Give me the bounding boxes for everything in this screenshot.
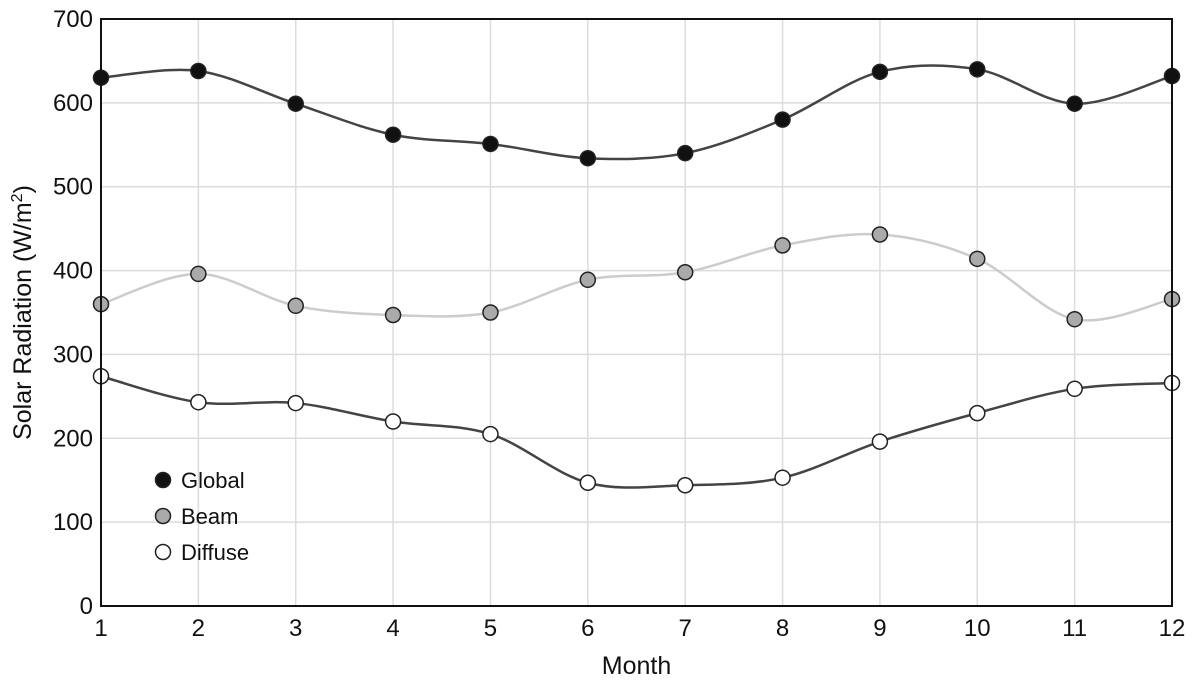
legend-label-diffuse: Diffuse [181,540,249,565]
data-point-beam [774,237,791,254]
data-point-beam [676,263,694,281]
data-point-diffuse [190,393,207,411]
legend-marker-global [154,471,172,489]
x-tick-label: 8 [776,615,789,642]
data-point-diffuse [579,474,597,491]
data-point-diffuse [871,433,889,450]
y-tick-label: 100 [53,509,93,536]
y-axis-label-close: ) [9,185,37,193]
y-tick-label: 500 [53,174,93,201]
x-tick-label: 9 [873,615,886,642]
data-point-global [774,111,791,128]
x-tick-label: 12 [1159,615,1186,642]
series-markers [92,61,1181,494]
y-axis-label-main: Solar Radiation (W/m [9,202,37,440]
legend-marker-diffuse [154,543,172,561]
y-axis-label-superscript: 2 [9,193,26,202]
legend: Global Beam Diffuse [154,468,249,565]
x-axis-ticks: 1 2 3 4 5 6 7 8 9 10 11 12 [94,615,1185,642]
data-point-beam [871,226,889,243]
data-point-beam [482,304,499,321]
y-axis-ticks: 0 100 200 300 400 500 600 700 [53,6,93,620]
data-point-beam [1066,310,1083,328]
series-line-beam [100,232,1173,322]
data-point-global [579,149,597,167]
y-tick-label: 200 [53,425,93,452]
x-tick-label: 11 [1062,615,1087,642]
x-tick-label: 10 [964,615,991,642]
data-point-beam [969,250,986,268]
data-point-diffuse [482,425,499,443]
legend-marker-beam [154,507,172,525]
data-point-diffuse [774,469,791,486]
data-point-global [676,144,694,162]
data-point-global [871,63,889,81]
series-lines [100,64,1173,489]
data-point-global [384,126,402,143]
y-axis-label: Solar Radiation (W/m2) [9,185,37,440]
data-point-global [969,61,986,78]
y-tick-label: 0 [80,593,93,620]
data-point-global [1066,95,1083,112]
x-tick-label: 5 [484,615,497,642]
x-tick-label: 7 [679,615,692,642]
grid-lines [100,18,1173,607]
data-point-beam [384,306,402,324]
y-tick-label: 700 [53,6,93,33]
x-tick-label: 4 [386,615,399,642]
x-axis-label: Month [602,652,671,680]
series-line-global [100,64,1173,161]
data-point-beam [287,297,304,315]
series-line-diffuse [100,375,1173,489]
x-tick-label: 2 [192,615,205,642]
legend-label-global: Global [181,468,245,493]
data-point-diffuse [1066,380,1083,398]
plot-frame [100,18,1173,607]
data-point-diffuse [287,394,304,412]
data-point-diffuse [384,413,402,430]
data-point-beam [190,265,207,283]
y-tick-label: 300 [53,341,93,368]
x-tick-label: 6 [581,615,594,642]
data-point-beam [579,271,597,289]
x-tick-label: 3 [289,615,302,642]
y-tick-label: 600 [53,90,93,117]
data-point-diffuse [969,404,986,422]
x-tick-label: 1 [94,615,107,642]
data-point-global [287,95,304,112]
data-point-global [482,135,499,153]
y-tick-label: 400 [53,258,93,285]
data-point-diffuse [676,476,694,494]
data-point-global [190,62,207,80]
legend-label-beam: Beam [181,504,238,529]
